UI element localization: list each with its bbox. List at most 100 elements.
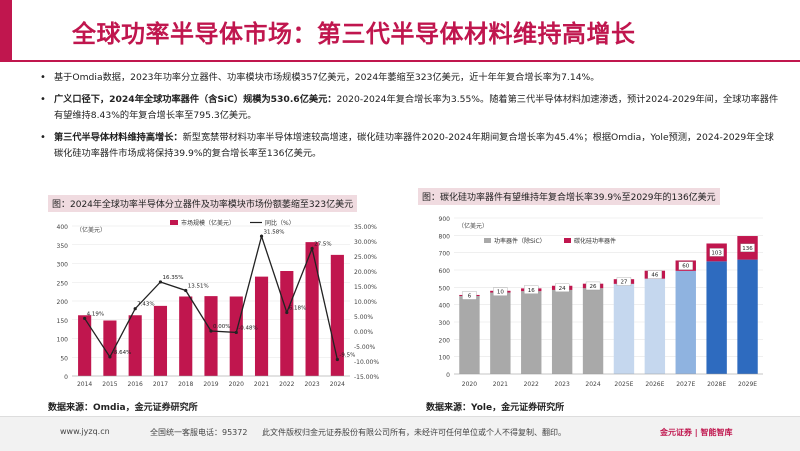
legend-swatch — [484, 238, 491, 243]
legend-label: 碳化硅功率器件 — [574, 237, 616, 245]
data-label: -9.5% — [339, 353, 355, 359]
line-point — [209, 329, 213, 333]
bar — [280, 271, 294, 376]
data-label: 7.43% — [137, 302, 154, 308]
y-tick-label: 600 — [439, 268, 451, 275]
y-tick-label: 0 — [64, 374, 68, 381]
bullet-lead: 第三代半导体材料维持高增长： — [54, 132, 183, 143]
data-label-box — [678, 261, 693, 270]
data-label: 60 — [682, 264, 689, 270]
y-tick-label: 200 — [57, 299, 69, 306]
data-label: 31.58% — [264, 229, 285, 235]
x-tick-label: 2023 — [304, 381, 319, 388]
y-tick-label: 200 — [439, 337, 451, 344]
data-label: 46 — [651, 273, 658, 279]
data-label: 136 — [742, 246, 753, 252]
x-tick-label: 2021 — [254, 381, 269, 388]
bullet-item: • 广义口径下，2024年全球功率器件（含SiC）规模为530.6亿美元：202… — [40, 92, 780, 124]
y2-tick-label: 15.00% — [354, 284, 377, 291]
data-label: 4.19% — [87, 311, 104, 317]
bullet-text: 新型宽禁带材料功率半导体增速较高增速，碳化硅功率器件2020-2024年期间复合… — [54, 132, 774, 159]
line-point — [133, 307, 137, 311]
data-label-box — [493, 287, 508, 296]
x-tick-label: 2026E — [645, 381, 664, 388]
bar-base — [737, 259, 758, 374]
data-label: 27.5% — [314, 242, 331, 248]
y-tick-label: 700 — [439, 251, 451, 258]
x-tick-label: 2024 — [585, 381, 600, 388]
line-point — [310, 246, 314, 251]
y-tick-label: 500 — [439, 285, 451, 292]
y2-tick-label: 30.00% — [354, 239, 377, 246]
bar-base — [644, 278, 666, 374]
chart1-source: 数据来源：Omdia，金元证券研究所 — [48, 403, 198, 413]
y2-tick-label: -15.00% — [354, 374, 379, 381]
bullet-dot-icon: • — [40, 132, 46, 143]
y-tick-label: 150 — [57, 318, 69, 325]
x-tick-label: 2018 — [178, 381, 193, 388]
data-label: 6 — [468, 293, 472, 299]
bar-base — [521, 291, 542, 374]
data-label: 6.18% — [289, 305, 306, 311]
x-tick-label: 2019 — [203, 381, 218, 388]
x-tick-label: 2015 — [102, 381, 117, 388]
data-label-box — [554, 283, 570, 293]
bullet-text: 基于Omdia数据，2023年功率分立器件、功率模块市场规模357亿美元，202… — [54, 72, 600, 83]
bar-base — [459, 296, 480, 374]
bullet-lead: 广义口径下，2024年全球功率器件（含SiC）规模为530.6亿美元： — [54, 94, 337, 105]
x-tick-label: 2021 — [493, 381, 508, 388]
chart1-svg: 0 50 100 150 200 250 300 350 400 -15.00% -10.00% -5… — [57, 219, 380, 388]
legend-label: 功率器件（除SiC） — [494, 237, 546, 245]
bar-base — [613, 283, 635, 374]
x-tick-label: 2020 — [229, 381, 244, 388]
chart2-svg: 0 100 200 300 400 500 600 700 800 900 （亿美元） 功率器件（除S… — [439, 216, 763, 388]
data-label: 16.35% — [162, 275, 183, 281]
y-tick-label: 400 — [439, 303, 451, 310]
chart2-source: 数据来源：Yole，金元证券研究所 — [426, 403, 565, 413]
x-tick-label: 2020 — [462, 381, 477, 388]
chart2-title: 图：碳化硅功率器件有望维持年复合增长率39.9%至2029年的136亿美元 — [418, 188, 720, 205]
data-label: 13.51% — [188, 283, 209, 289]
y-tick-label: 350 — [57, 243, 69, 250]
bar — [128, 315, 142, 376]
x-tick-label: 2029E — [738, 381, 757, 388]
y-tick-label: 0 — [446, 372, 450, 379]
y-tick-label: 50 — [60, 355, 68, 362]
line-point — [83, 316, 87, 321]
y-tick-label: 100 — [57, 337, 69, 344]
bar-base — [675, 270, 696, 374]
data-label: 27 — [620, 280, 627, 286]
bullet-dot-icon: • — [40, 94, 46, 105]
bar-base — [551, 289, 573, 374]
data-label: -0.48% — [238, 325, 257, 331]
y-tick-label: 800 — [439, 233, 451, 240]
y2-tick-label: 5.00% — [354, 314, 373, 321]
page-title: 全球功率半导体市场：第三代半导体材料维持高增长 — [72, 20, 636, 48]
line-point — [158, 280, 163, 284]
x-tick-label: 2014 — [77, 381, 92, 388]
data-label: -8.64% — [112, 350, 131, 356]
data-label-box — [616, 277, 632, 286]
bar-base — [582, 288, 604, 374]
line-point — [234, 330, 238, 335]
bar — [153, 305, 168, 376]
chart1-title: 图：2024年全球功率半导体分立器件及功率模块市场份额萎缩至323亿美元 — [48, 195, 358, 212]
data-label-box — [462, 291, 477, 300]
bullet-dot-icon: • — [40, 72, 46, 83]
x-tick-label: 2025E — [614, 381, 633, 388]
data-label: 24 — [559, 286, 566, 292]
data-label-box — [709, 248, 724, 257]
bullet-text: 2020-2024年复合增长率为3.55%。随着第三代半导体材料加速渗透，预计2… — [54, 94, 779, 121]
data-label-box — [585, 281, 601, 291]
footer: www.jyzq.cn 全国统一客服电话：95372 此文件版权归金元证券股份有… — [0, 416, 800, 451]
bullet-item: • 第三代半导体材料维持高增长：新型宽禁带材料功率半导体增速较高增速，碳化硅功率… — [40, 130, 780, 162]
bar — [305, 242, 319, 376]
y2-tick-label: 0.00% — [354, 329, 373, 336]
y2-tick-label: 10.00% — [354, 299, 377, 306]
legend-swatch — [564, 238, 571, 243]
data-label-box — [740, 243, 755, 252]
y-tick-label: 400 — [57, 224, 69, 231]
data-label: 103 — [711, 250, 722, 256]
footer-site-link[interactable]: www.jyzq.cn — [60, 427, 110, 436]
y2-tick-label: -10.00% — [354, 359, 379, 366]
